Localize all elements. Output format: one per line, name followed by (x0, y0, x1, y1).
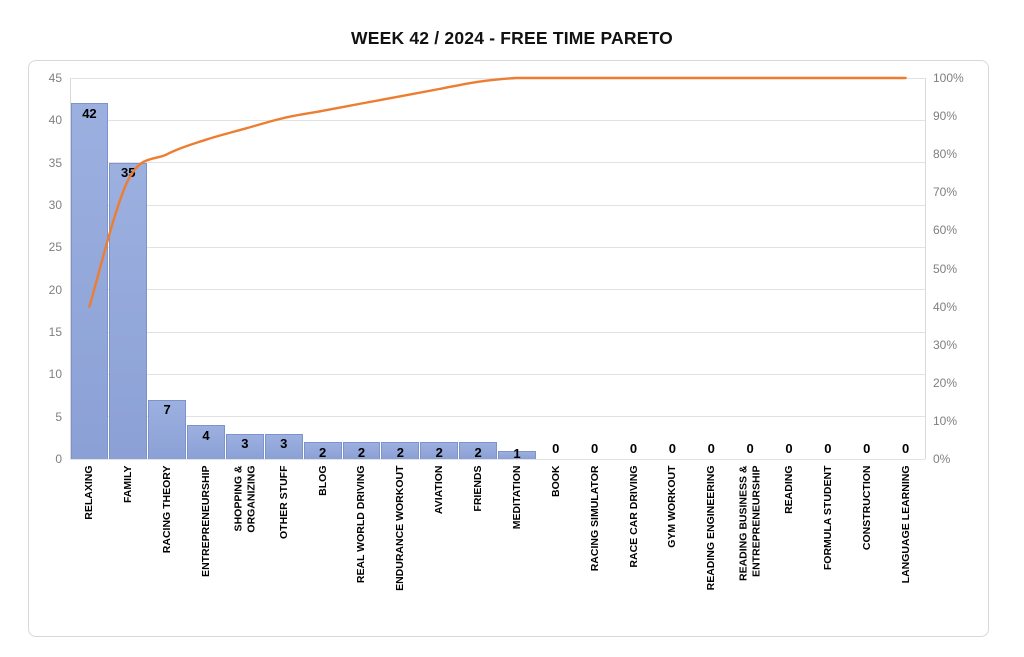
gridline (70, 77, 925, 79)
right-axis-tick: 100% (933, 71, 964, 85)
right-axis-tick: 30% (933, 337, 958, 352)
left-axis-tick: 40 (48, 113, 62, 128)
bar[interactable] (264, 433, 303, 459)
gridline (70, 204, 925, 206)
right-axis-tick: 0% (933, 452, 951, 466)
bar-data-label: 4 (202, 427, 210, 443)
category-label: RACING SIMULATOR (588, 465, 601, 571)
bar-data-label: 0 (591, 440, 599, 456)
category-label: REAL WORLD DRIVING (355, 465, 368, 583)
category-label: OTHER STUFF (277, 465, 290, 539)
category-label: ENTREPRENEURSHIP (199, 465, 212, 577)
category-label: READING (782, 465, 795, 514)
right-axis-tick: 70% (933, 185, 958, 200)
bar[interactable] (109, 162, 148, 459)
left-axis-tick: 45 (48, 71, 62, 85)
bar-data-label: 0 (629, 440, 638, 456)
bar[interactable] (498, 450, 536, 459)
left-axis-tick: 30 (48, 198, 62, 212)
right-axis-tick: 80% (933, 147, 958, 162)
right-axis-tick: 40% (933, 299, 958, 314)
right-axis-tick: 90% (933, 109, 958, 124)
right-axis-tick: 60% (933, 223, 958, 238)
bar-data-label: 2 (318, 444, 327, 460)
bar-data-label: 35 (121, 165, 136, 181)
left-axis-tick: 5 (55, 409, 62, 424)
left-axis-tick: 10 (48, 367, 62, 382)
gridline (70, 373, 925, 375)
bar[interactable] (70, 103, 109, 459)
bar[interactable] (420, 442, 459, 459)
bar[interactable] (187, 425, 225, 459)
category-label: READING BUSINESS & ENTREPRENEURSHIP (737, 465, 763, 581)
category-label: RELAXING (83, 465, 96, 520)
bar-data-label: 2 (357, 444, 366, 460)
gridline (70, 246, 925, 248)
category-label: CONSTRUCTION (860, 465, 873, 550)
bar-data-label: 0 (552, 440, 560, 456)
bar[interactable] (303, 442, 342, 459)
right-axis-tick: 20% (933, 375, 958, 390)
bar-data-label: 2 (396, 444, 404, 460)
bar-data-label: 0 (707, 440, 715, 456)
category-label: LANGUAGE LEARNING (899, 465, 912, 583)
bar[interactable] (381, 442, 420, 459)
gridline (70, 331, 925, 333)
category-label: ENDURANCE WORKOUT (394, 465, 407, 591)
bar[interactable] (459, 442, 497, 459)
bar-data-label: 0 (668, 440, 676, 456)
bar-data-label: 0 (824, 440, 832, 456)
left-axis-tick: 20 (48, 282, 62, 297)
gridline (70, 289, 925, 291)
category-label: FRIENDS (471, 465, 484, 512)
bar-data-label: 3 (241, 436, 249, 452)
category-label: AVIATION (432, 465, 445, 514)
category-label: READING ENGINEERING (705, 465, 717, 590)
right-axis-tick: 10% (933, 413, 958, 428)
category-label: MEDITATION (510, 465, 523, 529)
right-axis-line (925, 78, 926, 459)
bar-data-label: 3 (280, 436, 288, 452)
bar[interactable] (342, 442, 381, 459)
category-label: BLOG (316, 465, 329, 496)
right-axis-tick: 50% (933, 261, 958, 276)
category-label: SHOPPING & ORGANIZING (232, 465, 257, 533)
category-label: FORMULA STUDENT (821, 465, 834, 570)
bar-data-label: 2 (474, 444, 482, 460)
bar-data-label: 1 (513, 446, 521, 462)
bar-data-label: 0 (746, 440, 754, 456)
bar[interactable] (225, 433, 264, 459)
bar-data-label: 0 (901, 440, 910, 456)
bar-data-label: 0 (785, 440, 793, 456)
gridline (70, 458, 925, 460)
bar-data-label: 2 (435, 444, 443, 460)
left-axis-tick: 15 (48, 325, 62, 339)
bar-data-label: 7 (163, 402, 171, 418)
left-axis-tick: 25 (48, 240, 62, 255)
bar-data-label: 0 (863, 440, 871, 456)
category-label: FAMILY (122, 465, 135, 503)
category-label: GYM WORKOUT (666, 465, 679, 548)
gridline (70, 416, 925, 418)
bar-data-label: 42 (82, 105, 97, 121)
gridline (70, 119, 925, 121)
category-label: RACING THEORY (160, 465, 173, 553)
category-label: RACE CAR DRIVING (627, 465, 640, 568)
chart-title: WEEK 42 / 2024 - FREE TIME PARETO (350, 28, 673, 48)
left-axis-tick: 0 (55, 452, 62, 466)
bar[interactable] (148, 399, 187, 459)
gridline (70, 162, 925, 164)
category-label: BOOK (549, 465, 562, 497)
left-axis-tick: 35 (48, 155, 62, 170)
